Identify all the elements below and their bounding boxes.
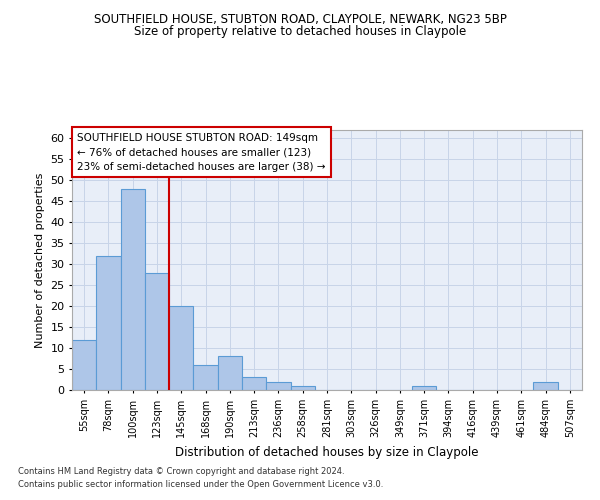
Bar: [242, 378, 266, 390]
Text: Distribution of detached houses by size in Claypole: Distribution of detached houses by size …: [175, 446, 479, 459]
Y-axis label: Number of detached properties: Number of detached properties: [35, 172, 44, 348]
Bar: [72, 340, 96, 390]
Bar: [290, 386, 315, 390]
Text: Contains public sector information licensed under the Open Government Licence v3: Contains public sector information licen…: [18, 480, 383, 489]
Bar: [169, 306, 193, 390]
Text: SOUTHFIELD HOUSE STUBTON ROAD: 149sqm
← 76% of detached houses are smaller (123): SOUTHFIELD HOUSE STUBTON ROAD: 149sqm ← …: [77, 132, 326, 172]
Text: Contains HM Land Registry data © Crown copyright and database right 2024.: Contains HM Land Registry data © Crown c…: [18, 467, 344, 476]
Bar: [193, 365, 218, 390]
Bar: [145, 272, 169, 390]
Text: SOUTHFIELD HOUSE, STUBTON ROAD, CLAYPOLE, NEWARK, NG23 5BP: SOUTHFIELD HOUSE, STUBTON ROAD, CLAYPOLE…: [94, 12, 506, 26]
Bar: [96, 256, 121, 390]
Bar: [218, 356, 242, 390]
Bar: [121, 188, 145, 390]
Bar: [266, 382, 290, 390]
Bar: [412, 386, 436, 390]
Text: Size of property relative to detached houses in Claypole: Size of property relative to detached ho…: [134, 25, 466, 38]
Bar: [533, 382, 558, 390]
